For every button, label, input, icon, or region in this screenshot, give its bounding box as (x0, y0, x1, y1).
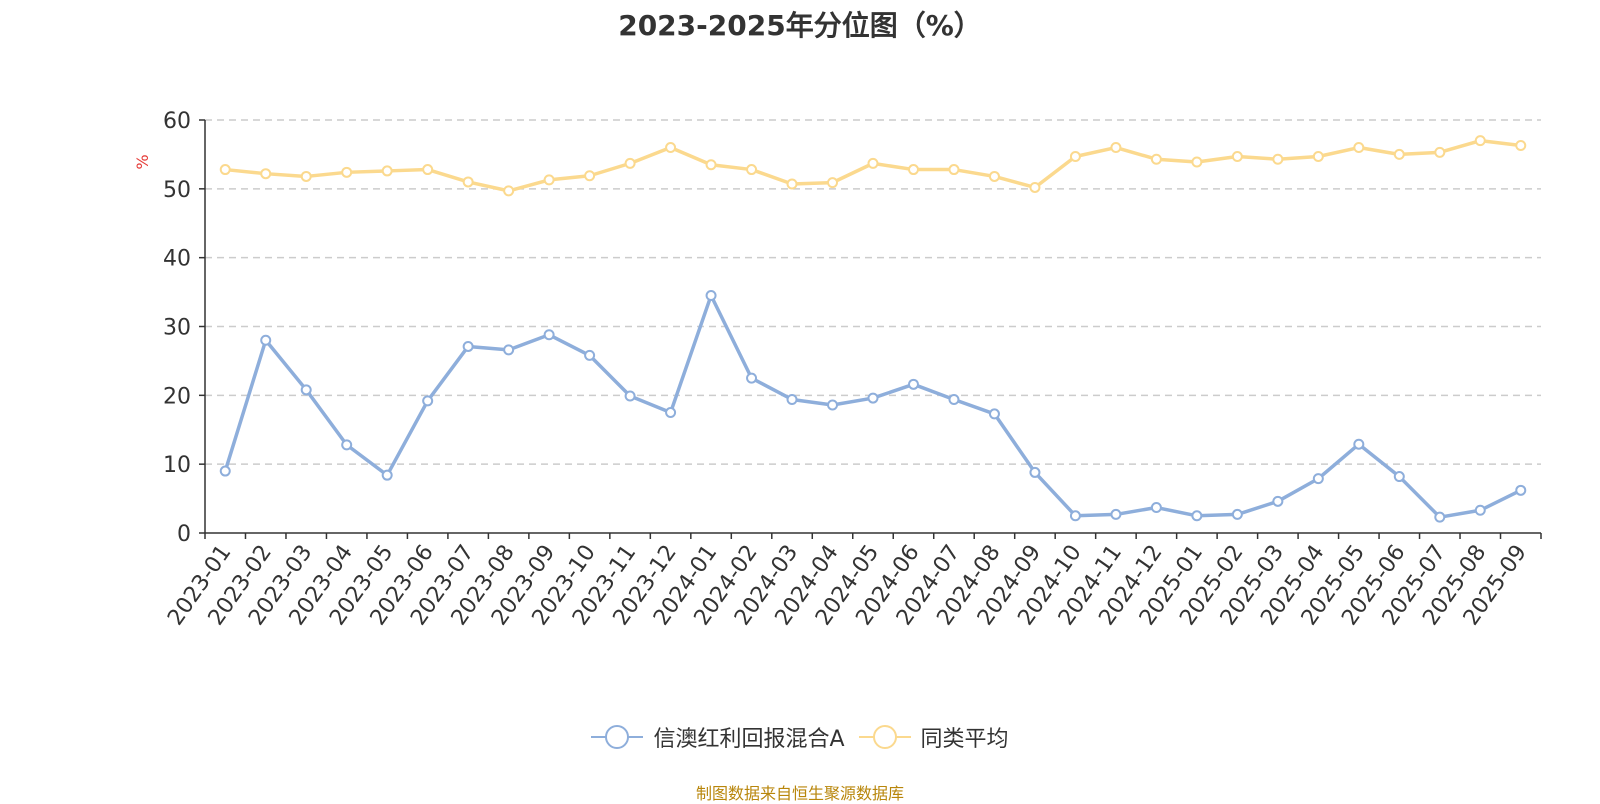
data-point[interactable] (827, 177, 839, 189)
data-point[interactable] (300, 384, 312, 396)
data-point[interactable] (665, 407, 677, 419)
data-point[interactable] (867, 392, 879, 404)
data-point[interactable] (907, 378, 919, 390)
data-point[interactable] (1353, 438, 1365, 450)
legend-item-series-1[interactable]: 同类平均 (858, 721, 1009, 753)
data-point[interactable] (462, 340, 474, 352)
data-point[interactable] (988, 408, 1000, 420)
data-point[interactable] (746, 164, 758, 176)
data-point[interactable] (219, 164, 231, 176)
data-point[interactable] (260, 168, 272, 180)
series-line-0 (223, 293, 1522, 519)
data-point[interactable] (1110, 508, 1122, 520)
data-point[interactable] (584, 349, 596, 361)
data-point[interactable] (1191, 510, 1203, 522)
x-tick-labels: 2023-012023-022023-032023-042023-052023-… (163, 541, 1532, 631)
legend-swatch-0 (591, 725, 644, 749)
data-point[interactable] (1150, 502, 1162, 514)
data-point[interactable] (1393, 148, 1405, 160)
y-tick-label: 60 (163, 109, 191, 134)
data-point[interactable] (1272, 153, 1284, 165)
data-point[interactable] (1029, 181, 1041, 193)
y-tick-label: 50 (163, 178, 191, 203)
data-point[interactable] (543, 174, 555, 186)
data-point[interactable] (1029, 466, 1041, 478)
data-point[interactable] (948, 393, 960, 405)
data-point[interactable] (786, 393, 798, 405)
series-layer (219, 135, 1527, 523)
data-point[interactable] (584, 170, 596, 182)
data-point[interactable] (462, 176, 474, 188)
data-point[interactable] (1231, 150, 1243, 162)
data-point[interactable] (260, 334, 272, 346)
data-point[interactable] (1231, 508, 1243, 520)
data-point[interactable] (1069, 150, 1081, 162)
data-point[interactable] (665, 142, 677, 154)
data-point[interactable] (1150, 153, 1162, 165)
data-point[interactable] (1272, 495, 1284, 507)
data-point[interactable] (1515, 484, 1527, 496)
y-tick-label: 20 (163, 384, 191, 409)
data-point[interactable] (219, 465, 231, 477)
data-point[interactable] (746, 372, 758, 384)
data-point[interactable] (381, 469, 393, 481)
data-point[interactable] (503, 185, 515, 197)
data-point[interactable] (300, 170, 312, 182)
axes (199, 119, 1542, 539)
legend: 信澳红利回报混合A 同类平均 (0, 721, 1600, 753)
data-point[interactable] (1312, 150, 1324, 162)
data-point[interactable] (907, 164, 919, 176)
data-point[interactable] (1434, 511, 1446, 523)
legend-label-0: 信澳红利回报混合A (653, 727, 845, 752)
data-point[interactable] (1353, 142, 1365, 154)
data-point[interactable] (867, 157, 879, 169)
data-point[interactable] (624, 157, 636, 169)
data-point[interactable] (1191, 156, 1203, 168)
data-point[interactable] (948, 164, 960, 176)
data-point[interactable] (1474, 135, 1486, 147)
data-point[interactable] (422, 395, 434, 407)
data-point[interactable] (341, 439, 353, 451)
data-point[interactable] (624, 390, 636, 402)
y-axis-label: % (133, 154, 152, 169)
data-point[interactable] (422, 164, 434, 176)
y-tick-label: 0 (177, 522, 191, 547)
chart-title: 2023-2025年分位图（%） (618, 9, 982, 42)
data-point[interactable] (503, 344, 515, 356)
data-point[interactable] (827, 399, 839, 411)
legend-item-series-0[interactable]: 信澳红利回报混合A (591, 721, 845, 753)
data-point[interactable] (705, 290, 717, 302)
data-point[interactable] (381, 165, 393, 177)
source-note: 制图数据来自恒生聚源数据库 (695, 784, 904, 803)
data-point[interactable] (786, 178, 798, 190)
legend-label-1: 同类平均 (920, 727, 1009, 752)
data-point[interactable] (1474, 504, 1486, 516)
data-point[interactable] (705, 159, 717, 171)
data-point[interactable] (341, 166, 353, 178)
data-point[interactable] (1110, 142, 1122, 154)
y-tick-labels: 0 10 20 30 40 50 60 (163, 109, 191, 547)
grid-lines (205, 119, 1541, 465)
y-tick-label: 10 (163, 453, 191, 478)
data-point[interactable] (543, 329, 555, 341)
data-point[interactable] (1312, 473, 1324, 485)
y-tick-label: 30 (163, 316, 191, 341)
data-point[interactable] (1393, 471, 1405, 483)
y-tick-label: 40 (163, 247, 191, 272)
legend-swatch-1 (858, 725, 911, 749)
data-point[interactable] (1434, 146, 1446, 158)
data-point[interactable] (988, 170, 1000, 182)
data-point[interactable] (1069, 510, 1081, 522)
data-point[interactable] (1515, 139, 1527, 151)
